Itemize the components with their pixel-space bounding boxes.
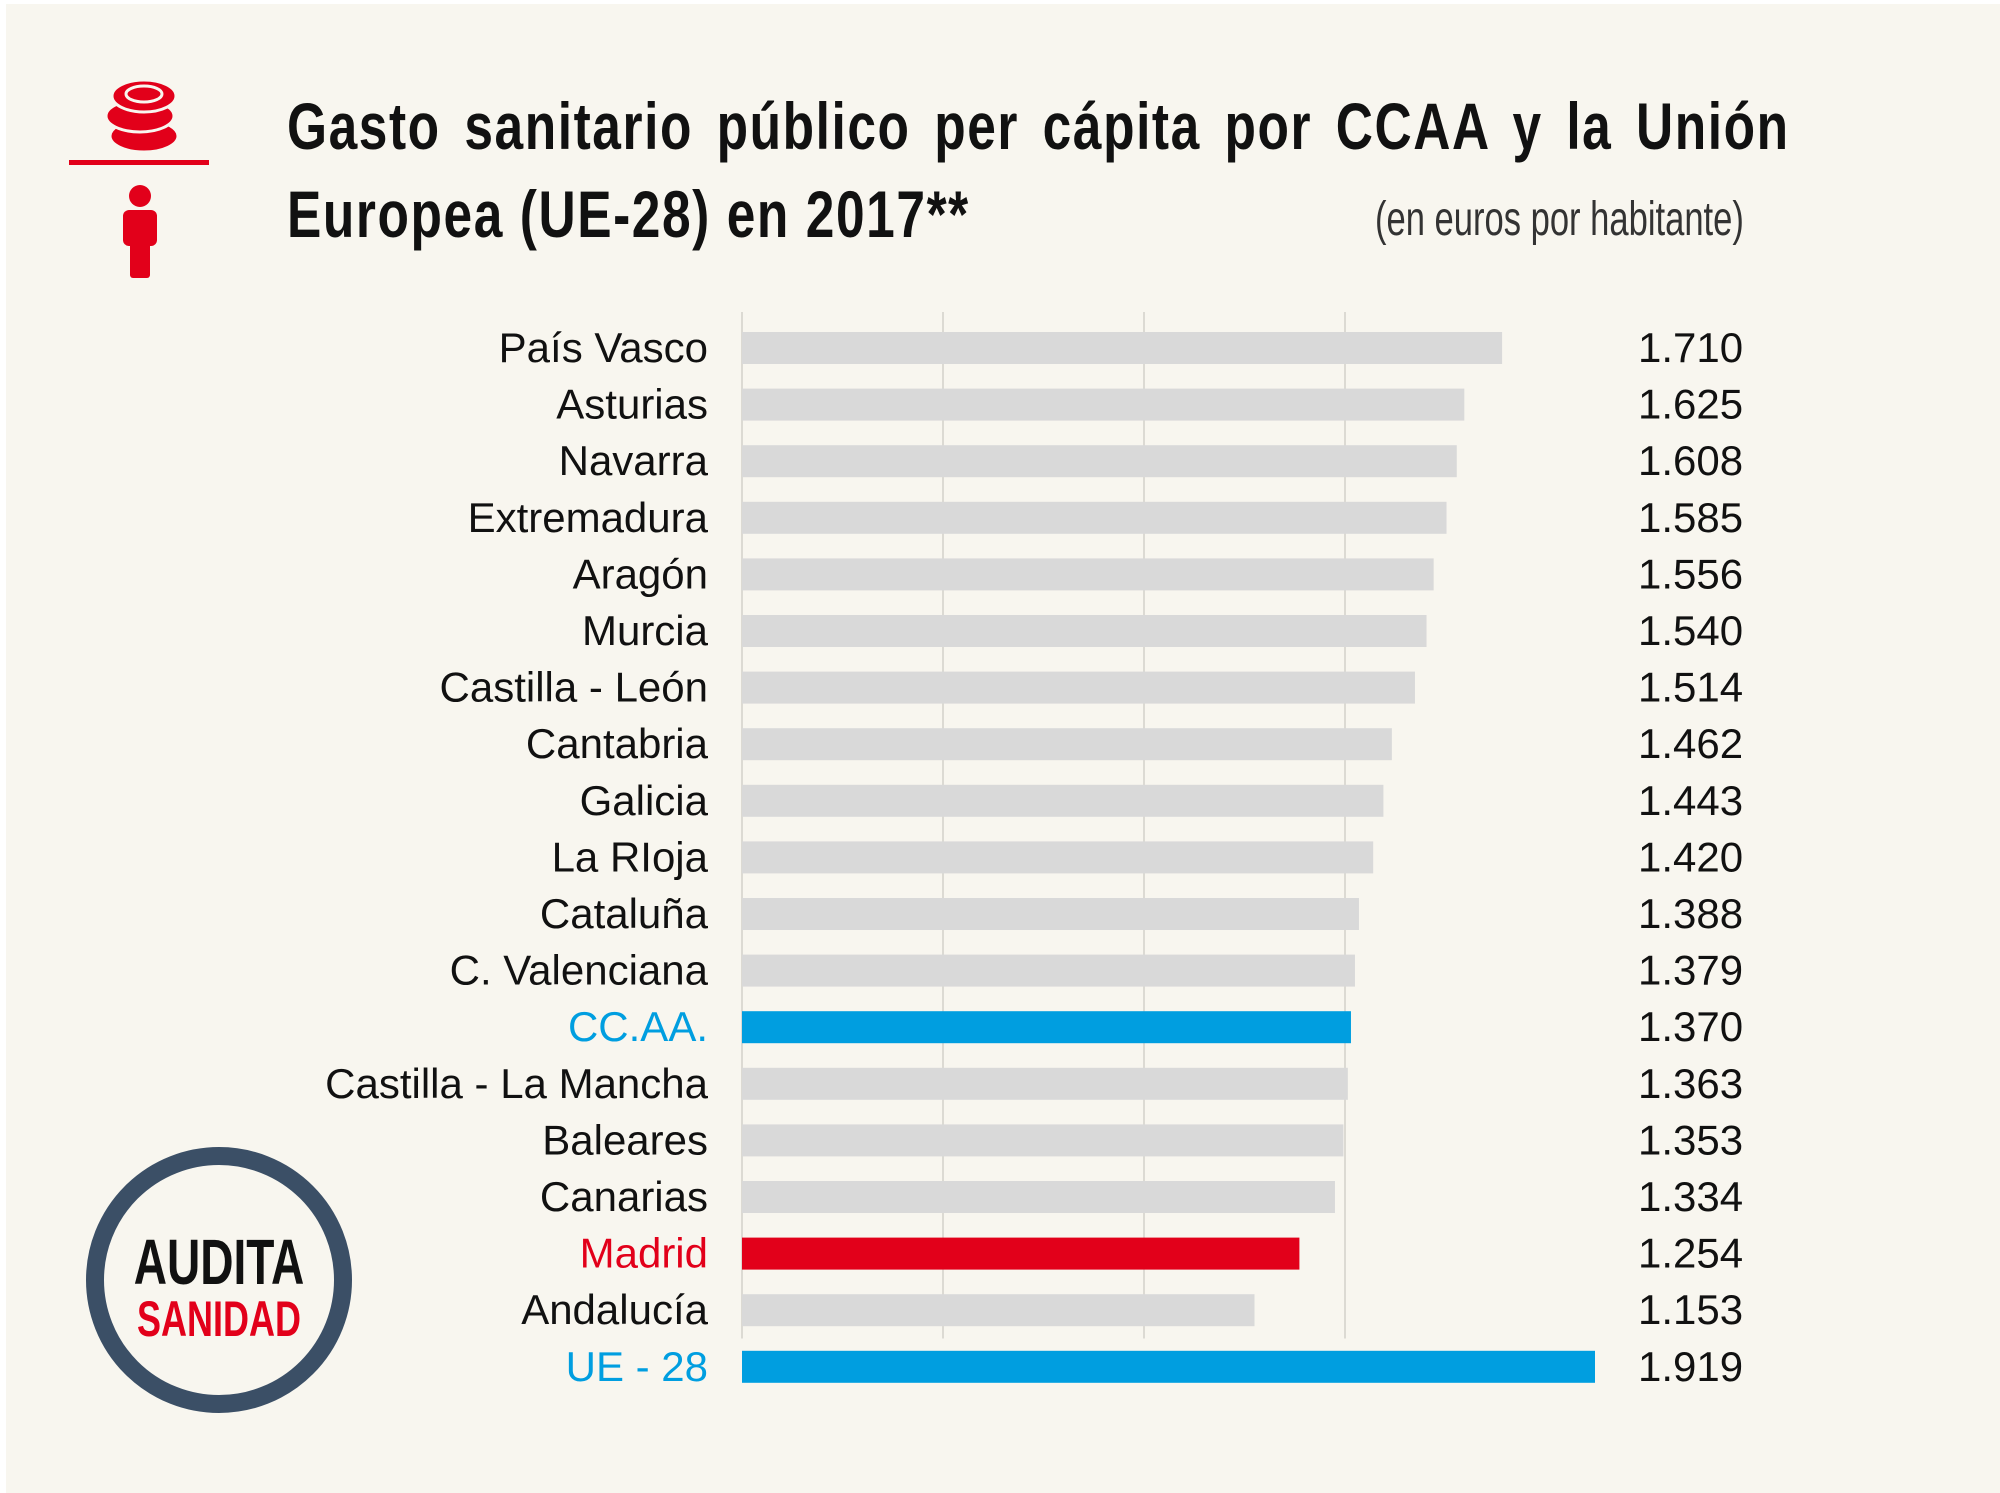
bar: [742, 388, 1465, 421]
value-label: 1.556: [1638, 550, 1743, 597]
category-label: Galicia: [580, 777, 709, 824]
category-label: CC.AA.: [568, 1003, 708, 1050]
category-label: Asturias: [556, 381, 708, 428]
category-label: UE - 28: [566, 1343, 708, 1390]
value-label: 1.585: [1638, 494, 1743, 541]
value-label: 1.443: [1638, 777, 1743, 824]
bar: [742, 1124, 1344, 1157]
value-label: 1.420: [1638, 833, 1743, 880]
value-label: 1.388: [1638, 890, 1743, 937]
bar: [742, 445, 1457, 478]
value-label: 1.608: [1638, 437, 1743, 484]
value-label: 1.379: [1638, 947, 1743, 994]
bar: [742, 671, 1415, 704]
bar-chart: País Vasco 1.710 Asturias 1.625 Navarra 1.608…: [325, 312, 1743, 1390]
value-label: 1.353: [1638, 1116, 1743, 1163]
value-label: 1.370: [1638, 1003, 1743, 1050]
value-label: 1.514: [1638, 664, 1743, 711]
category-label: C. Valenciana: [450, 947, 709, 994]
category-label: Madrid: [580, 1230, 708, 1277]
value-label: 1.540: [1638, 607, 1743, 654]
category-label: Cantabria: [526, 720, 709, 767]
bar: [742, 954, 1355, 987]
bar: [742, 1067, 1348, 1100]
value-label: 1.710: [1638, 324, 1743, 371]
value-label: 1.334: [1638, 1173, 1743, 1220]
bar: [742, 332, 1503, 364]
category-label: Aragón: [573, 550, 708, 597]
value-label: 1.363: [1638, 1060, 1743, 1107]
category-label: Castilla - León: [440, 664, 708, 711]
category-label: País Vasco: [499, 324, 708, 371]
infographic: Gasto sanitario público per cápita por C…: [6, 4, 2000, 1493]
value-label: 1.625: [1638, 381, 1743, 428]
value-label: 1.254: [1638, 1230, 1743, 1277]
bar: [742, 1294, 1255, 1327]
bar: [742, 558, 1434, 591]
bar: [742, 615, 1427, 647]
category-label: Murcia: [582, 607, 709, 654]
bar: [742, 728, 1392, 761]
category-label: Andalucía: [521, 1286, 708, 1333]
logo-text-sanidad: SANIDAD: [137, 1292, 301, 1347]
bar: [742, 501, 1447, 534]
bar: [742, 1237, 1300, 1270]
bar: [742, 898, 1359, 930]
coins-icon: [104, 78, 180, 154]
value-label: 1.153: [1638, 1286, 1743, 1333]
category-label: La RIoja: [552, 833, 709, 880]
value-label: 1.919: [1638, 1343, 1743, 1390]
chart-title-line2: Europea (UE-28) en 2017**: [287, 177, 970, 251]
bar: [742, 1181, 1335, 1213]
value-label: 1.462: [1638, 720, 1743, 767]
category-label: Cataluña: [540, 890, 709, 937]
bar: [742, 841, 1374, 874]
audita-sanidad-logo: AUDITA SANIDAD: [86, 1147, 352, 1413]
divider-line: [69, 160, 209, 165]
category-label: Baleares: [542, 1116, 708, 1163]
person-icon: [123, 185, 157, 278]
chart-title-line1: Gasto sanitario público per cápita por C…: [287, 89, 1790, 163]
category-label: Extremadura: [468, 494, 709, 541]
bar: [742, 1350, 1595, 1383]
logo-text-audita: AUDITA: [134, 1227, 305, 1298]
category-label: Castilla - La Mancha: [325, 1060, 708, 1107]
bar: [742, 784, 1384, 817]
category-label: Canarias: [540, 1173, 708, 1220]
bar: [742, 1011, 1351, 1044]
category-label: Navarra: [559, 437, 709, 484]
chart-subtitle: (en euros por habitante): [1375, 193, 1744, 246]
